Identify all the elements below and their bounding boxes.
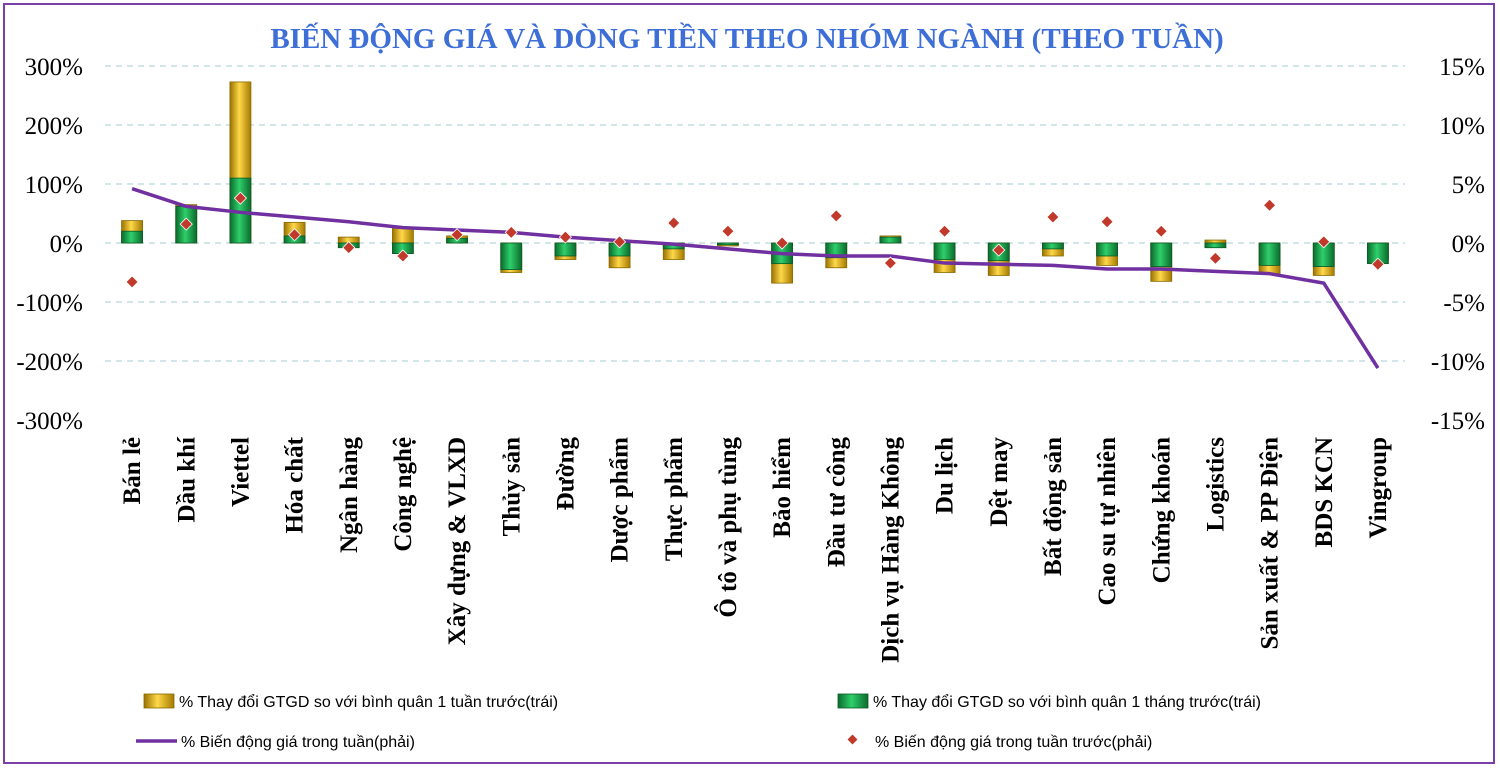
category-label: Dệt may [986,437,1013,527]
prev-week-marker [504,225,518,239]
prev-week-marker [1154,224,1168,238]
monthly-bar [1204,242,1227,249]
category-label: Đầu tư công [823,437,850,568]
left-tick-label: 200% [25,113,83,140]
legend-swatch-marker [847,734,858,745]
right-tick-label: 10% [1439,113,1485,140]
legend-label-marker: % Biến động giá trong tuần trước(phải) [875,734,1152,751]
category-label: Du lịch [932,437,959,514]
legend-item-weekly-bar: % Thay đổi GTGD so với bình quân 1 tuần … [143,693,558,711]
category-label: Logistics [1202,437,1229,532]
legend-swatch-weekly [143,693,175,709]
prev-week-marker [883,256,897,270]
weekly-bar [1204,239,1227,244]
chart-frame: BIẾN ĐỘNG GIÁ VÀ DÒNG TIỀN THEO NHÓM NGÀ… [3,3,1495,764]
chart-title: BIẾN ĐỘNG GIÁ VÀ DÒNG TIỀN THEO NHÓM NGÀ… [270,21,1223,55]
category-label: Bất động sản [1040,437,1067,576]
monthly-bar [554,242,577,257]
monthly-bar [1150,242,1173,268]
prev-week-marker [450,228,464,242]
prev-week-marker [1371,257,1385,271]
right-tick-label: 5% [1452,172,1485,199]
right-tick-label: 0% [1452,231,1485,258]
category-label: Bảo hiểm [769,437,796,538]
bars [121,81,1389,284]
legend-swatch-monthly [837,693,869,709]
prev-week-marker [992,243,1006,257]
monthly-bar [879,236,902,244]
category-label: Thực phẩm [661,437,688,561]
category-label: Dược phẩm [607,437,634,563]
prev-week-marker [613,235,627,249]
prev-week-marker [1100,215,1114,229]
prev-week-marker [125,275,139,289]
gridlines [105,65,1405,362]
category-label: BDS KCN [1311,437,1338,547]
prev-week-marker [667,216,681,230]
prev-week-marker [721,224,735,238]
prev-week-markers [125,191,1385,289]
chart-canvas: BIẾN ĐỘNG GIÁ VÀ DÒNG TIỀN THEO NHÓM NGÀ… [16,21,1485,751]
right-tick-label: -15% [1431,408,1485,435]
prev-week-marker [938,224,952,238]
prev-week-marker [775,236,789,250]
category-label: Sản xuất & PP Điện [1257,437,1284,650]
category-label: Dịch vụ Hàng Không [877,437,904,663]
category-label: Thủy sản [498,437,525,536]
monthly-bar [717,242,739,246]
left-tick-label: 300% [25,54,83,81]
price-change-line [131,187,1380,370]
right-tick-label: -10% [1431,349,1485,376]
category-label: Viettel [227,437,254,507]
category-label: Đường [552,437,579,511]
category-label: Dầu khí [173,436,200,523]
prev-week-marker [1208,251,1222,265]
left-tick-label: 0% [50,231,83,258]
prev-week-marker [829,209,843,223]
category-label: Cao su tự nhiên [1094,437,1121,606]
prev-week-marker [396,249,410,263]
left-axis: 300% 200% 100% 0% -100% -200% -300% [16,54,83,435]
category-label: Ô tô và phụ tùng [713,437,742,618]
left-tick-label: -100% [16,290,83,317]
prev-week-marker [1317,235,1331,249]
legend: % Thay đổi GTGD so với bình quân 1 tuần … [136,693,1261,751]
right-axis: 15% 10% 5% 0% -5% -10% -15% [1431,54,1485,435]
category-labels: Bán lẻ Dầu khí Viettel Hóa chất Ngân hàng Côn… [119,436,1392,663]
prev-week-marker [342,241,356,255]
monthly-bar [933,242,956,260]
legend-label-weekly: % Thay đổi GTGD so với bình quân 1 tuần … [179,693,558,711]
legend-item-prev-week-marker: % Biến động giá trong tuần trước(phải) [847,734,1152,751]
prev-week-marker [233,191,247,205]
legend-label-monthly: % Thay đổi GTGD so với bình quân 1 tháng… [873,693,1261,711]
prev-week-marker [179,217,193,231]
legend-label-line: % Biến động giá trong tuần(phải) [181,734,415,751]
monthly-bar [1258,242,1281,266]
legend-item-monthly-bar: % Thay đổi GTGD so với bình quân 1 tháng… [837,693,1261,711]
weekly-bar [392,227,414,244]
prev-week-marker [1263,198,1277,212]
category-label: Bán lẻ [119,437,146,504]
category-label: Công nghệ [390,437,417,552]
right-tick-label: 15% [1439,54,1485,81]
monthly-bar [500,242,523,270]
right-tick-label: -5% [1443,290,1485,317]
price-line [131,187,1380,370]
monthly-bar [1042,242,1064,250]
category-label: Chứng khoán [1148,437,1175,583]
prev-week-marker [288,228,302,242]
prev-week-marker [1046,210,1060,224]
left-tick-label: 100% [25,172,83,199]
left-tick-label: -300% [16,408,83,435]
monthly-bar [1096,242,1118,257]
prev-week-marker [558,230,572,244]
monthly-bar [121,230,143,244]
category-label: Xây dựng & VLXD [444,437,471,645]
category-label: Ngân hàng [336,437,363,554]
category-label: Vingroup [1365,437,1392,538]
left-tick-label: -200% [16,349,83,376]
legend-item-price-line: % Biến động giá trong tuần(phải) [136,734,415,751]
category-label: Hóa chất [282,436,309,533]
